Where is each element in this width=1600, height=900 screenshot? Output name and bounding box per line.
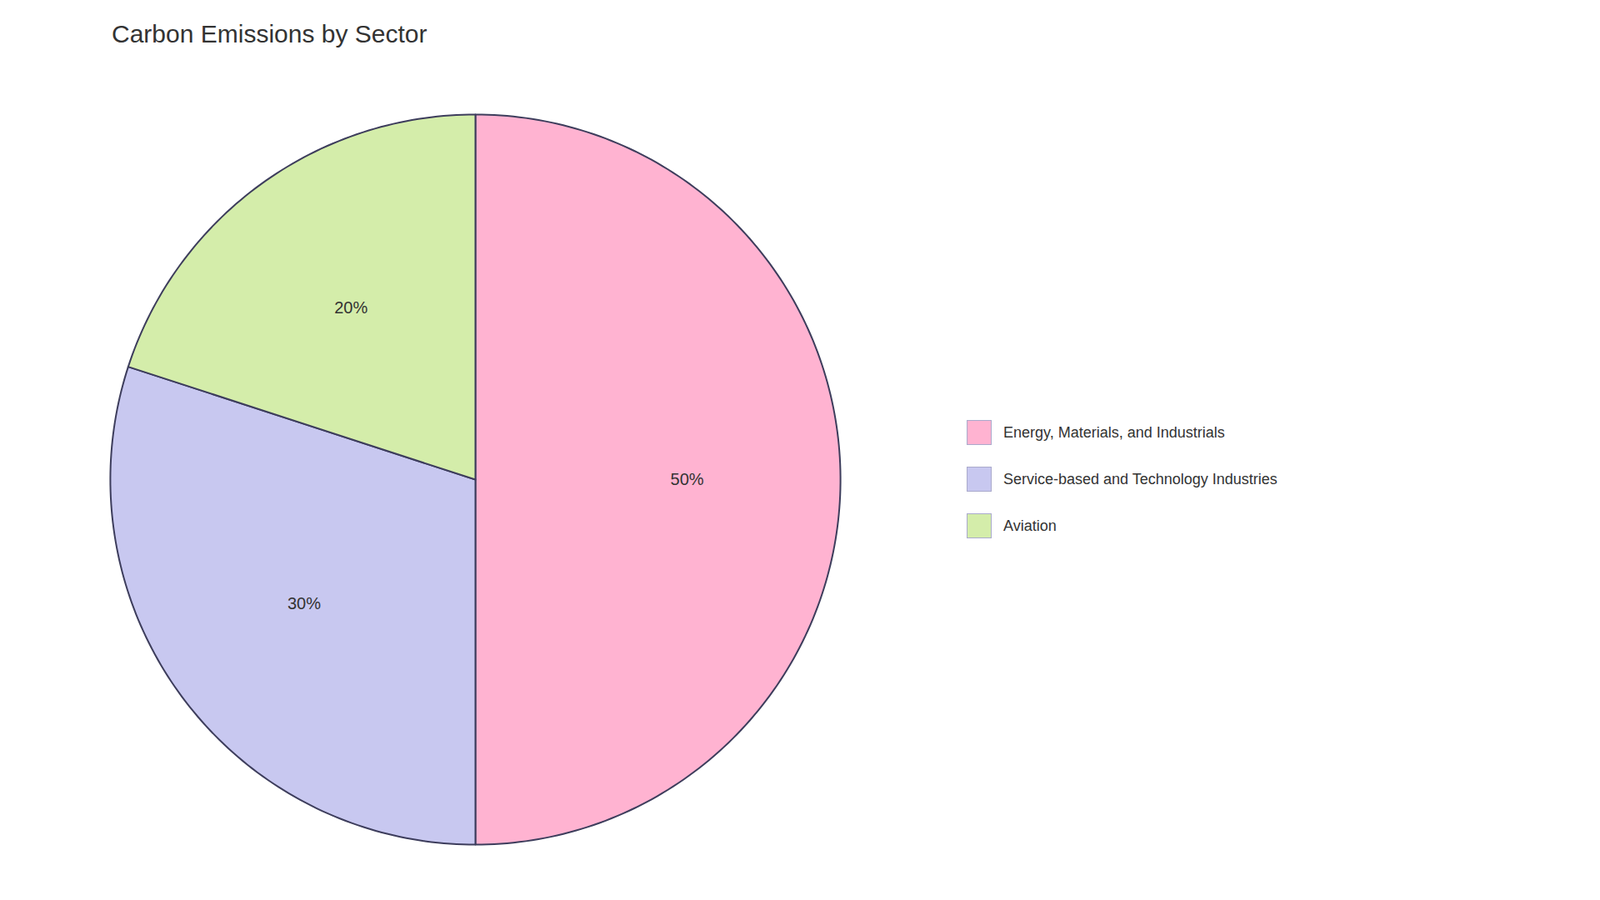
html-text:Energy, Materials, and Industr: Energy, Materials, and Industrials [1003, 423, 1225, 441]
svg-text:50%: 50% [670, 470, 705, 489]
svg-text:20%: 20% [334, 298, 368, 317]
html-text:Carbon Emissions by Sector: Carbon Emissions by Sector [111, 20, 428, 48]
svg-text:30%: 30% [287, 594, 321, 613]
html-text:Aviation: Aviation [1003, 517, 1057, 534]
html-text:Service-based and Technology I: Service-based and Technology Industries [1003, 470, 1278, 488]
